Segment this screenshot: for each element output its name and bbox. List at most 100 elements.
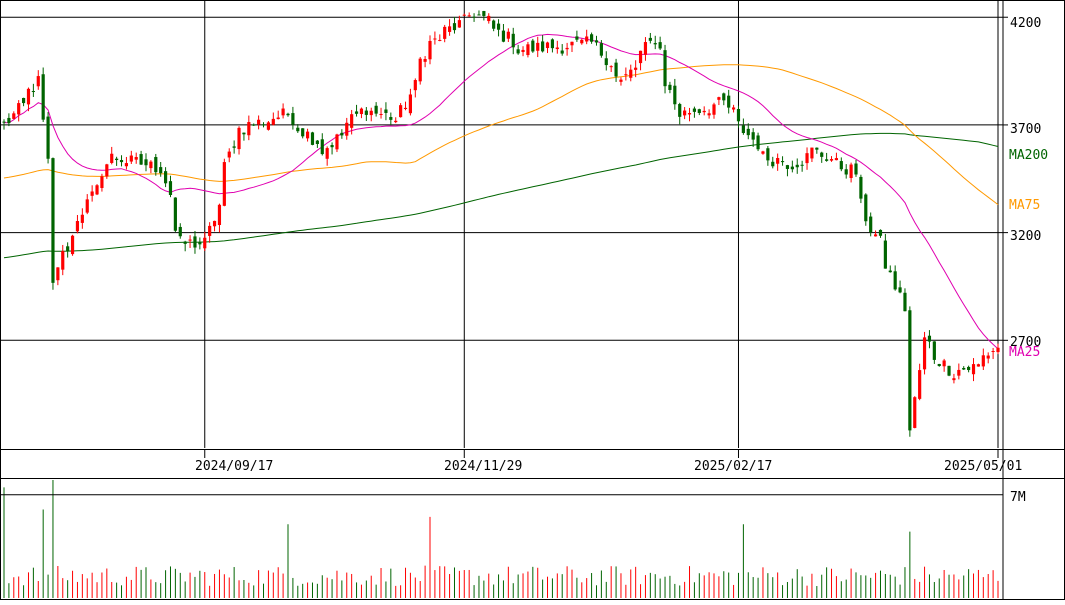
candle-body — [815, 147, 819, 150]
candle-body — [766, 148, 770, 161]
candle-body — [291, 113, 295, 125]
candle-body — [134, 157, 138, 160]
candle-body — [521, 49, 525, 52]
candle-body — [46, 116, 50, 159]
ma75-line — [3, 64, 999, 205]
candle-body — [658, 42, 662, 49]
candle-body — [854, 163, 858, 175]
candle-body — [932, 341, 936, 360]
candle-body — [105, 164, 109, 177]
candle-body — [663, 50, 667, 87]
candle-body — [115, 158, 119, 161]
candle-body — [325, 148, 329, 159]
candle-body — [673, 85, 677, 105]
candle-body — [379, 113, 383, 115]
candle-body — [320, 139, 324, 155]
candle-body — [413, 80, 417, 91]
candle-body — [276, 117, 280, 120]
candle-body — [898, 287, 902, 293]
candle-body — [825, 159, 829, 161]
candle-body — [849, 164, 853, 178]
candle-body — [315, 140, 319, 145]
candle-body — [359, 108, 364, 115]
candle-body — [237, 127, 241, 150]
candle-body — [751, 132, 755, 140]
candle-body — [418, 58, 422, 82]
candle-body — [776, 158, 780, 164]
candle-body — [477, 14, 481, 16]
candle-body — [139, 154, 143, 165]
candle-body — [873, 234, 878, 237]
candle-body — [85, 199, 89, 213]
candle-body — [403, 107, 408, 109]
candle-body — [687, 113, 692, 115]
candle-body — [198, 242, 202, 245]
candle-body — [589, 34, 594, 42]
candle-body — [212, 220, 217, 227]
grid — [0, 0, 1003, 458]
candle-body — [350, 114, 354, 128]
candle-body — [888, 270, 892, 273]
candle-body — [531, 40, 535, 52]
candle-body — [467, 15, 471, 17]
candle-body — [399, 105, 403, 118]
candle-body — [903, 292, 907, 312]
candle-body — [864, 194, 868, 222]
candle-body — [232, 146, 236, 148]
candle-body — [967, 366, 971, 371]
candle-body — [66, 246, 70, 251]
candle-body — [947, 365, 951, 376]
candle-body — [820, 152, 824, 157]
candle-body — [761, 151, 765, 154]
candle-body — [927, 335, 932, 342]
candle-body — [869, 216, 873, 233]
candle-body — [839, 161, 843, 170]
candle-body — [536, 42, 540, 51]
candle-body — [389, 117, 393, 120]
candle-body — [619, 79, 623, 82]
candle-body — [746, 128, 750, 136]
candle-body — [908, 310, 912, 431]
candle-body — [281, 108, 285, 116]
candle-body — [90, 191, 94, 196]
candle-body — [154, 157, 158, 173]
candle-body — [301, 128, 305, 137]
x-tick-label-2: 2024/11/29 — [444, 459, 522, 474]
candle-body — [257, 119, 261, 125]
candle-body — [408, 94, 413, 114]
candle-body — [638, 50, 643, 64]
candle-body — [722, 93, 726, 101]
candle-body — [991, 350, 995, 352]
candle-body — [981, 355, 985, 367]
candle-body — [364, 110, 368, 115]
candle-body — [727, 95, 731, 108]
candle-body — [800, 164, 804, 166]
candle-body — [345, 122, 349, 136]
candle-body — [996, 347, 1000, 353]
candle-body — [7, 117, 11, 124]
candle-body — [678, 104, 682, 117]
candle-body — [575, 36, 579, 40]
candle-body — [369, 110, 373, 116]
candle-body — [252, 124, 256, 126]
candle-body — [438, 39, 442, 41]
candle-body — [859, 176, 863, 199]
candle-body — [570, 41, 574, 46]
candle-body — [624, 74, 628, 76]
candle-body — [952, 378, 956, 381]
candle-body — [443, 26, 447, 39]
candle-body — [550, 39, 555, 49]
candle-body — [183, 241, 187, 244]
candle-body — [541, 41, 545, 52]
x-tick-label-1: 2024/09/17 — [195, 459, 273, 474]
candle-body — [433, 38, 437, 40]
candle-body — [942, 360, 946, 367]
candle-body — [585, 36, 589, 42]
candle-body — [168, 181, 173, 195]
candle-body — [222, 162, 226, 206]
candle-body — [119, 160, 124, 163]
candle-body — [634, 67, 638, 70]
candle-body — [208, 225, 212, 236]
candle-body — [501, 30, 506, 42]
